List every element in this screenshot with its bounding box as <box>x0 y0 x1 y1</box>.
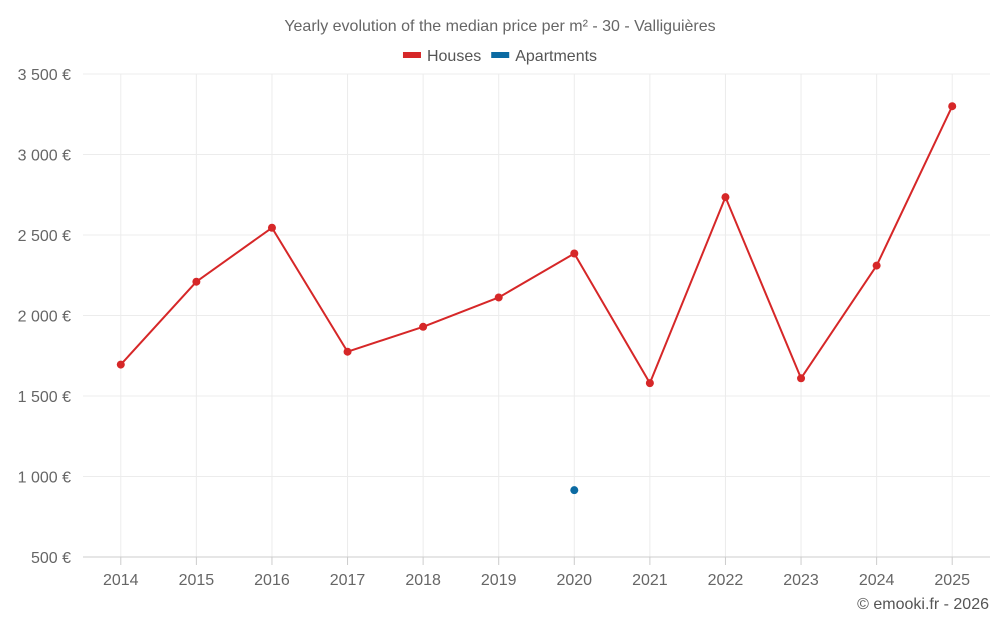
x-tick-label: 2014 <box>103 572 139 589</box>
y-tick-label: 2 500 € <box>18 228 71 245</box>
legend-label-apartments: Apartments <box>515 48 597 65</box>
series-line-houses <box>120 105 954 385</box>
legend-item-apartments[interactable]: Apartments <box>491 48 597 65</box>
y-tick-label: 1 500 € <box>18 389 71 406</box>
x-axis-ticks: 2014 2015 2016 2017 2018 2019 2020 2021 2022 2023… <box>103 557 970 589</box>
x-tick-label: 2023 <box>783 572 819 589</box>
data-point-houses-2015[interactable] <box>192 277 201 286</box>
x-tick-label: 2016 <box>254 572 290 589</box>
y-tick-label: 3 500 € <box>18 67 71 84</box>
series <box>116 102 957 495</box>
data-point-houses-2025[interactable] <box>948 102 957 111</box>
data-point-houses-2021[interactable] <box>645 379 654 388</box>
x-tick-label: 2025 <box>934 572 970 589</box>
data-point-houses-2019[interactable] <box>494 293 503 302</box>
x-tick-label: 2015 <box>179 572 215 589</box>
x-tick-label: 2021 <box>632 572 668 589</box>
data-point-houses-2022[interactable] <box>721 193 730 202</box>
data-point-apartments-2020[interactable] <box>570 486 579 495</box>
y-tick-label: 2 000 € <box>18 309 71 326</box>
x-tick-label: 2019 <box>481 572 517 589</box>
legend: Houses Apartments <box>402 48 597 65</box>
grid <box>83 73 990 557</box>
x-tick-label: 2020 <box>556 572 592 589</box>
data-point-houses-2020[interactable] <box>570 249 579 258</box>
y-tick-label: 1 000 € <box>18 470 71 487</box>
series-apartments <box>570 486 579 495</box>
data-point-houses-2016[interactable] <box>267 223 276 232</box>
y-axis-ticks: 3 500 € 3 000 € 2 500 € 2 000 € 1 500 € 1 000… <box>18 67 71 567</box>
series-houses <box>116 102 957 388</box>
credit-text: © emooki.fr - 2026 <box>857 596 989 613</box>
data-point-houses-2018[interactable] <box>419 322 428 331</box>
x-tick-label: 2017 <box>330 572 366 589</box>
data-point-houses-2023[interactable] <box>797 374 806 383</box>
data-point-houses-2017[interactable] <box>343 347 352 356</box>
x-tick-label: 2022 <box>708 572 744 589</box>
chart-title: Yearly evolution of the median price per… <box>284 18 715 35</box>
x-tick-label: 2024 <box>859 572 895 589</box>
legend-label-houses: Houses <box>427 48 481 65</box>
y-tick-label: 500 € <box>31 550 71 567</box>
legend-item-houses[interactable]: Houses <box>402 48 481 65</box>
legend-swatch-houses <box>402 52 421 58</box>
legend-swatch-apartments <box>491 52 510 58</box>
data-point-houses-2024[interactable] <box>872 261 881 270</box>
x-tick-label: 2018 <box>405 572 441 589</box>
data-point-houses-2014[interactable] <box>116 360 125 369</box>
y-tick-label: 3 000 € <box>18 148 71 165</box>
